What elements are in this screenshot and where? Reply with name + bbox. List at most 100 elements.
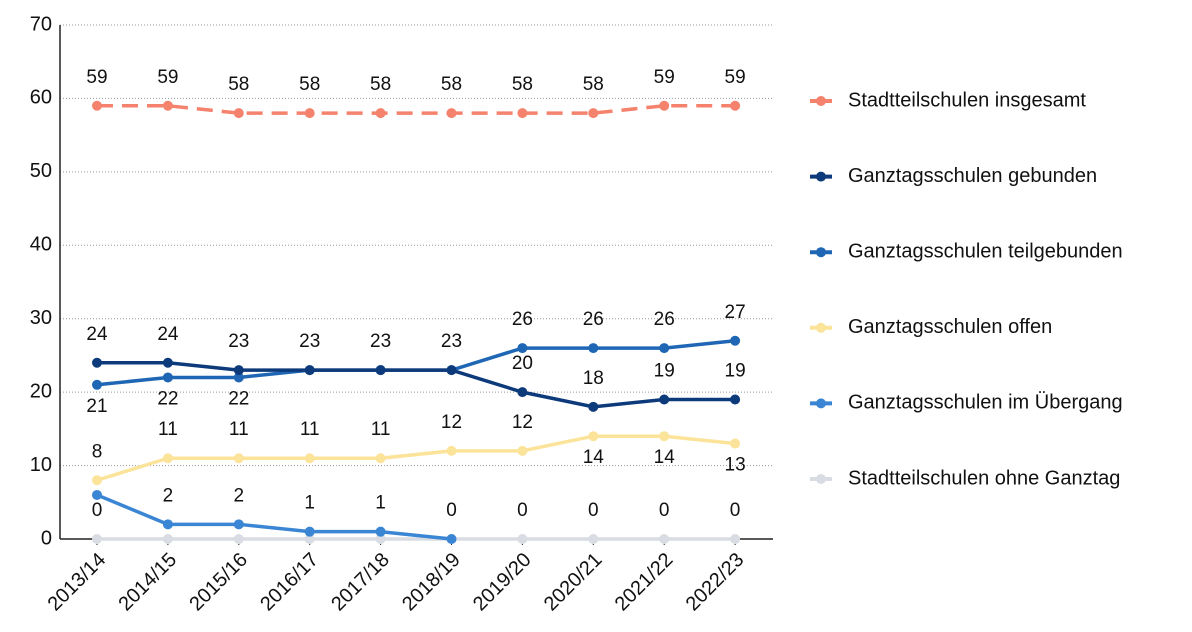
series-line: [96, 339, 736, 387]
data-label: 1: [304, 493, 315, 514]
point: [588, 108, 599, 119]
data-label: 22: [228, 388, 249, 409]
point: [517, 445, 528, 456]
legend-label: Ganztagsschulen im Übergang: [848, 392, 1123, 414]
data-label: 27: [725, 302, 746, 323]
series-line: [97, 104, 736, 115]
point: [375, 526, 386, 537]
point: [588, 343, 599, 354]
data-label: 59: [725, 67, 746, 88]
x-tick-label: 2016/17: [256, 549, 323, 616]
y-tick-label: 40: [30, 234, 52, 256]
point: [659, 343, 670, 354]
point: [517, 343, 528, 354]
data-label: 12: [441, 412, 462, 433]
point: [233, 365, 244, 376]
point: [304, 534, 315, 544]
point: [162, 519, 173, 530]
data-label: 24: [157, 324, 179, 345]
data-label: 11: [371, 419, 391, 440]
series-line: [97, 361, 736, 409]
y-tick-label: 20: [30, 380, 52, 402]
legend-label: Ganztagsschulen offen: [848, 316, 1052, 338]
data-label: 58: [299, 74, 320, 95]
data-label: 1: [375, 493, 386, 514]
data-label: 21: [86, 396, 107, 417]
data-label: 24: [86, 324, 108, 345]
point: [446, 445, 457, 456]
data-label: 26: [654, 309, 675, 330]
point: [659, 100, 670, 111]
point: [304, 108, 315, 119]
data-label: 26: [512, 309, 533, 330]
point: [92, 534, 102, 544]
data-label: 0: [517, 500, 528, 521]
point: [517, 534, 528, 544]
data-label: 23: [441, 331, 462, 352]
x-tick-label: 2021/22: [611, 549, 678, 616]
point: [162, 453, 173, 464]
point: [446, 365, 457, 376]
data-label: 23: [370, 331, 391, 352]
point: [446, 108, 457, 119]
point: [659, 431, 670, 442]
point: [375, 534, 386, 544]
point: [588, 401, 599, 412]
data-label: 13: [725, 455, 746, 476]
data-label: 58: [512, 74, 533, 95]
x-tick-label: 2013/14: [44, 549, 111, 616]
x-tick-label: 2022/23: [682, 549, 749, 616]
data-label: 58: [228, 74, 249, 95]
data-label: 59: [654, 67, 675, 88]
point: [446, 534, 457, 544]
legend-swatch-dot: [816, 398, 826, 409]
data-label: 22: [157, 388, 178, 409]
point: [730, 335, 741, 346]
point: [162, 372, 173, 383]
series-line: [96, 493, 452, 541]
point: [92, 100, 102, 111]
data-label: 0: [92, 500, 103, 521]
point: [517, 387, 528, 398]
data-label: 58: [441, 74, 462, 95]
point: [233, 372, 244, 383]
y-tick-label: 60: [30, 87, 52, 109]
point: [92, 357, 102, 368]
point: [304, 526, 315, 537]
point: [92, 489, 102, 500]
point: [233, 534, 244, 544]
x-tick-label: 2020/21: [540, 549, 607, 616]
point: [304, 453, 315, 464]
legend-swatch-dot: [816, 322, 826, 333]
x-tick-label: 2018/19: [398, 549, 465, 616]
point: [730, 394, 741, 405]
point: [730, 100, 741, 111]
data-label: 19: [654, 361, 675, 382]
point: [162, 357, 173, 368]
point: [92, 475, 102, 486]
series-line: [96, 434, 736, 482]
legend-label: Ganztagsschulen teilgebunden: [848, 240, 1123, 262]
y-tick-label: 10: [30, 454, 52, 476]
data-label: 14: [654, 447, 676, 468]
data-label: 26: [583, 309, 604, 330]
data-label: 0: [446, 500, 457, 521]
data-label: 23: [299, 331, 320, 352]
legend-swatch-dot: [816, 247, 826, 258]
data-label: 23: [228, 331, 249, 352]
legend-label: Ganztagsschulen gebunden: [848, 165, 1097, 187]
legend-label: Stadtteilschulen insgesamt: [848, 89, 1086, 111]
data-label: 12: [512, 412, 533, 433]
x-tick-label: 2015/16: [185, 549, 252, 616]
point: [588, 534, 599, 544]
point: [659, 534, 670, 544]
data-label: 11: [300, 419, 320, 440]
data-label: 0: [588, 500, 599, 521]
data-label: 2: [163, 485, 174, 506]
point: [162, 100, 173, 111]
point: [233, 453, 244, 464]
y-tick-label: 0: [41, 527, 52, 549]
x-tick-label: 2014/15: [114, 549, 181, 616]
point: [730, 534, 741, 544]
